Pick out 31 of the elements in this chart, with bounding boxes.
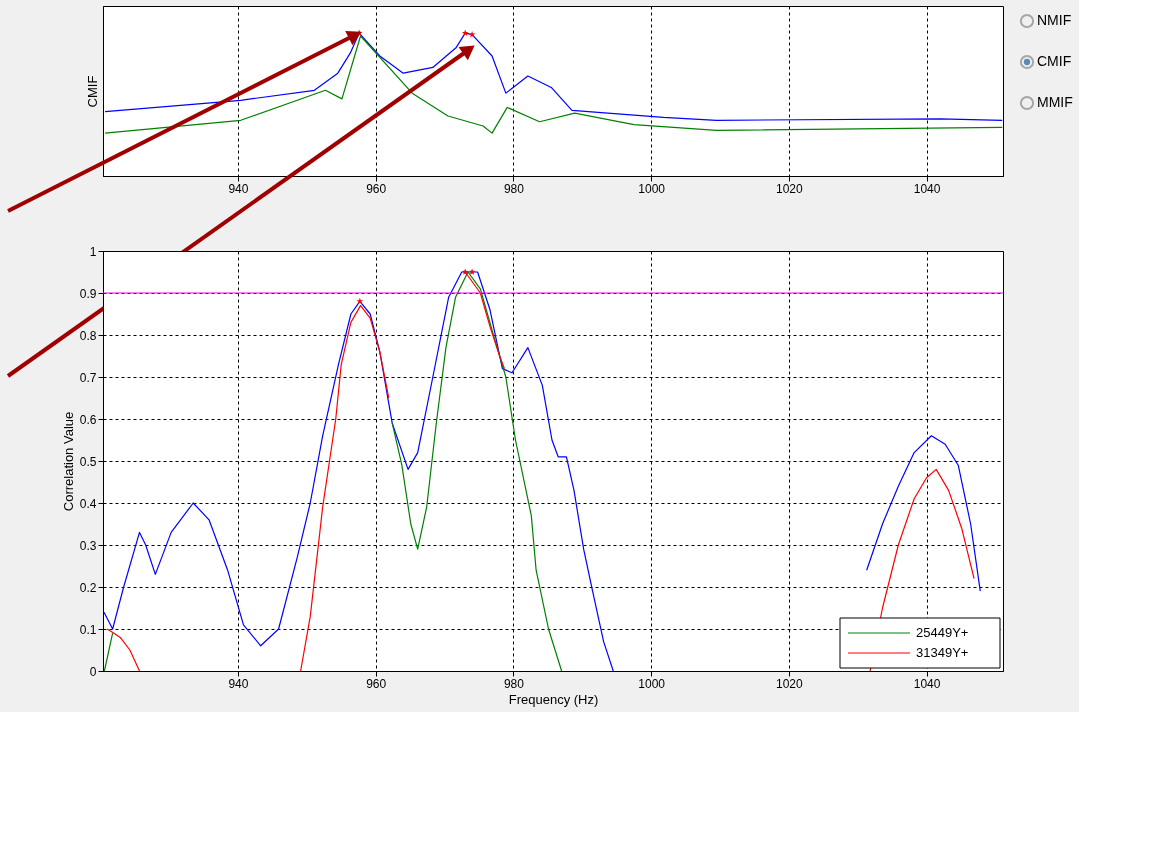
x-tick-label: 940 xyxy=(228,181,249,196)
y-tick-label: 0.5 xyxy=(79,454,97,469)
y-axis-title: CMIF xyxy=(84,75,100,108)
x-axis-title: Frequency (Hz) xyxy=(508,691,599,707)
y-tick-label: 0.3 xyxy=(79,538,97,553)
x-tick-label: 1000 xyxy=(638,676,666,691)
y-tick-label: 0.4 xyxy=(79,496,97,511)
x-tick-label: 980 xyxy=(503,676,525,691)
y-tick-label: 0.9 xyxy=(79,286,97,301)
x-tick-label: 1020 xyxy=(775,676,804,691)
y-tick-label: 0.6 xyxy=(79,412,97,427)
text: NMIF xyxy=(1037,12,1072,28)
x-tick-label: 960 xyxy=(366,181,387,196)
text: MMIF xyxy=(1037,94,1073,110)
y-tick-label: 0.1 xyxy=(79,622,97,637)
y-tick-label: 1 xyxy=(89,244,97,259)
legend-label: 25449Y+ xyxy=(916,625,969,640)
x-tick-label: 960 xyxy=(366,676,387,691)
x-tick-label: 1040 xyxy=(913,676,941,691)
y-axis-title: Correlation Value xyxy=(60,411,76,512)
y-tick-label: 0.7 xyxy=(79,370,97,385)
text: CMIF xyxy=(1037,53,1072,69)
x-tick-label: 1020 xyxy=(775,181,804,196)
x-tick-label: 1040 xyxy=(913,181,941,196)
y-tick-label: 0.2 xyxy=(79,580,97,595)
y-tick-label: 0 xyxy=(89,664,97,679)
x-tick-label: 940 xyxy=(228,676,249,691)
y-tick-label: 0.8 xyxy=(79,328,97,343)
x-tick-label: 1000 xyxy=(638,181,666,196)
legend-label: 31349Y+ xyxy=(916,645,969,660)
x-tick-label: 980 xyxy=(503,181,525,196)
